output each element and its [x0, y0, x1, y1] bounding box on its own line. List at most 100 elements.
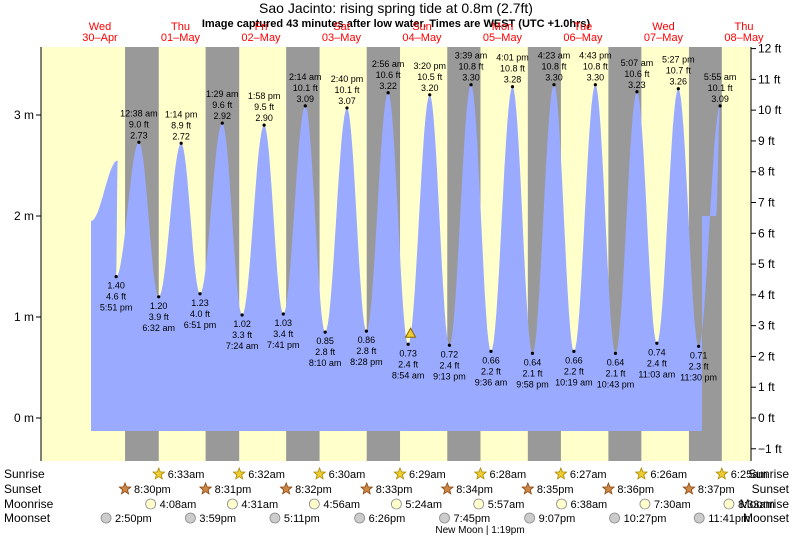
day-of-week: Wed — [652, 21, 674, 33]
extreme-point — [552, 83, 556, 87]
extreme-point — [718, 104, 722, 108]
extreme-point — [114, 275, 118, 279]
extreme-feet: 9.6 ft — [212, 100, 233, 110]
extreme-time: 2:14 am — [289, 72, 322, 82]
extreme-point — [489, 349, 493, 353]
moonrise-icon — [639, 498, 651, 510]
day-labels: Wed30–AprThu01–MayFri02–MaySat03–MaySun0… — [82, 21, 764, 44]
extreme-time: 5:51 pm — [100, 303, 133, 313]
extreme-time: 6:51 pm — [184, 320, 217, 330]
sunset-icon — [440, 481, 455, 495]
sunrise-time: 6:30am — [329, 469, 366, 481]
moonset-icon — [524, 512, 536, 524]
extreme-height: 3.09 — [297, 94, 315, 104]
extreme-time: 4:01 pm — [496, 53, 529, 63]
extreme-height: 0.73 — [399, 348, 417, 358]
extreme-point — [303, 104, 307, 108]
extreme-height: 0.72 — [441, 349, 459, 359]
moonset-time: 7:45pm — [454, 513, 491, 525]
sunrise-time: 6:28am — [489, 469, 526, 481]
extreme-time: 10:43 pm — [597, 379, 635, 389]
extreme-time: 5:55 am — [704, 72, 737, 82]
moonrise-icon — [723, 498, 735, 510]
right-tick-label: 10 ft — [758, 103, 782, 117]
row-label-left: Moonrise — [4, 497, 54, 511]
extreme-height: 0.66 — [565, 355, 583, 365]
right-tick-label: 9 ft — [758, 134, 775, 148]
extreme-time: 8:28 pm — [350, 357, 383, 367]
moonset-time: 11:41pm — [708, 513, 750, 525]
sunset-icon — [359, 481, 374, 495]
extreme-time: 1:58 pm — [248, 91, 281, 101]
extreme-point — [447, 343, 452, 347]
extreme-feet: 10.8 ft — [583, 62, 609, 72]
extreme-height: 3.23 — [628, 80, 646, 90]
sunset-icon — [601, 481, 616, 495]
moonset-time: 9:07pm — [539, 513, 576, 525]
extreme-time: 4:23 am — [538, 51, 571, 61]
right-tick-label: 5 ft — [758, 257, 775, 271]
extreme-point — [323, 330, 327, 334]
extreme-height: 2.72 — [172, 131, 190, 141]
extreme-point — [240, 313, 244, 317]
extreme-point — [428, 93, 432, 97]
sunset-time: 8:30pm — [134, 484, 171, 496]
extreme-feet: 2.1 ft — [605, 368, 626, 378]
sunrise-time: 6:32am — [248, 469, 285, 481]
sunrise-icon — [312, 466, 327, 480]
extreme-feet: 3.9 ft — [149, 312, 170, 322]
extreme-feet: 10.1 ft — [334, 85, 360, 95]
right-tick-label: 2 ft — [758, 349, 775, 363]
extreme-feet: 2.8 ft — [356, 346, 377, 356]
left-tick-label: 1 m — [14, 310, 34, 324]
extreme-point — [179, 141, 183, 145]
moonrise-icon — [308, 498, 320, 510]
extreme-height: 1.03 — [275, 318, 293, 328]
extreme-height: 3.22 — [379, 81, 397, 91]
extreme-point — [510, 85, 515, 89]
moonset-time: 3:59pm — [199, 513, 236, 525]
moonrise-icon — [227, 498, 238, 510]
extreme-feet: 10.8 ft — [500, 64, 526, 74]
extreme-point — [655, 341, 659, 345]
moonrise-time: 7:30am — [654, 499, 691, 511]
extreme-feet: 8.9 ft — [171, 120, 192, 130]
extreme-point — [220, 121, 224, 125]
moonrise-icon — [473, 498, 485, 510]
extreme-feet: 2.2 ft — [481, 366, 502, 376]
sunset-time: 8:36pm — [617, 484, 654, 496]
day-of-week: Tue — [574, 21, 593, 33]
extreme-point — [613, 351, 618, 355]
moonrise-time: 4:56am — [323, 499, 360, 511]
left-tick-label: 3 m — [14, 108, 34, 122]
moonset-icon — [439, 512, 450, 524]
day-date: 07–May — [644, 32, 684, 44]
extreme-height: 2.92 — [213, 111, 231, 121]
extreme-height: 3.09 — [711, 94, 729, 104]
extreme-feet: 4.0 ft — [190, 309, 211, 319]
moonset-icon — [693, 512, 705, 524]
extreme-height: 2.90 — [255, 113, 273, 123]
extreme-height: 0.71 — [690, 350, 708, 360]
day-date: 30–Apr — [82, 32, 118, 44]
extreme-feet: 9.0 ft — [129, 119, 150, 129]
extreme-height: 3.26 — [670, 77, 688, 87]
extreme-feet: 2.4 ft — [398, 359, 419, 369]
extreme-point — [635, 90, 639, 94]
sunset-time: 8:33pm — [376, 484, 413, 496]
extreme-time: 1:29 am — [206, 89, 239, 99]
moonset-icon — [100, 512, 112, 524]
sunset-time: 8:35pm — [537, 484, 574, 496]
extreme-feet: 2.2 ft — [564, 366, 585, 376]
extreme-time: 7:41 pm — [267, 340, 300, 350]
moonrise-time: 5:24am — [405, 499, 442, 511]
sunrise-icon — [554, 466, 568, 480]
day-date: 08–May — [724, 32, 764, 44]
day-of-week: Fri — [255, 21, 268, 33]
tide-area — [91, 84, 721, 431]
row-label-left: Sunrise — [4, 467, 45, 481]
extreme-point — [198, 292, 202, 296]
extreme-time: 11:03 am — [638, 369, 675, 379]
sunrise-icon — [715, 466, 729, 480]
